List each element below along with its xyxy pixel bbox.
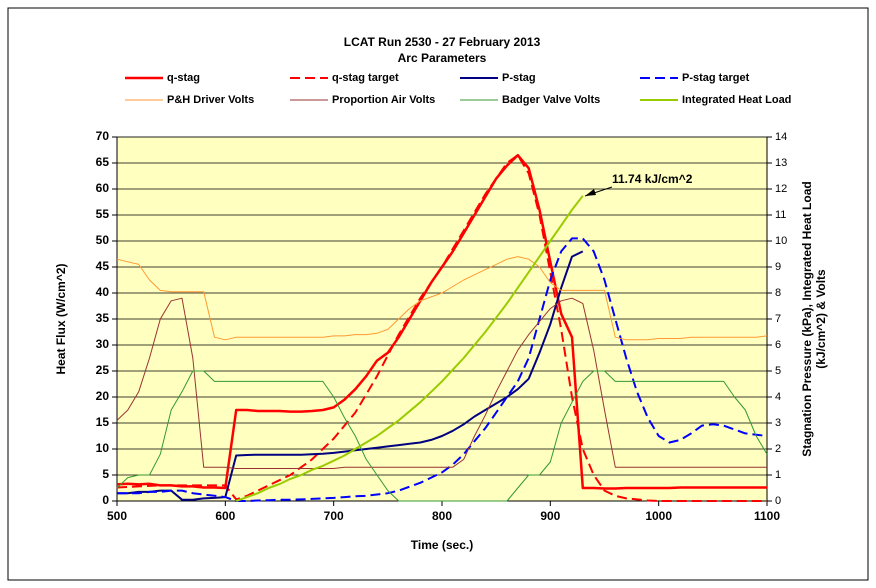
series-line — [116, 297, 767, 469]
y-tick-label: 20 — [96, 389, 110, 403]
x-tick-label: 600 — [215, 509, 235, 523]
y2-axis-label: (kJ/cm^2) & Volts — [814, 269, 828, 369]
legend-label: Integrated Heat Load — [682, 94, 791, 106]
y2-tick-label: 9 — [775, 261, 781, 273]
x-tick-label: 1100 — [754, 509, 780, 523]
legend-label: P&H Driver Volts — [167, 94, 254, 106]
y2-tick-label: 6 — [775, 339, 781, 351]
x-tick-label: 1000 — [645, 509, 672, 523]
x-tick-label: 900 — [540, 509, 560, 523]
y2-tick-label: 10 — [775, 235, 787, 247]
y-tick-label: 45 — [96, 259, 110, 273]
legend-label: q-stag — [167, 72, 200, 84]
y-tick-label: 5 — [102, 467, 109, 481]
x-tick-label: 700 — [324, 509, 344, 523]
series-line — [116, 154, 767, 502]
series-line — [117, 237, 768, 502]
chart-title: LCAT Run 2530 - 27 February 2013 — [344, 35, 541, 49]
y-tick-label: 60 — [96, 181, 110, 195]
legend-label: P-stag target — [682, 72, 750, 84]
y2-tick-label: 12 — [775, 183, 787, 195]
series-line — [116, 153, 767, 490]
y2-tick-label: 14 — [775, 131, 787, 143]
chart-subtitle: Arc Parameters — [398, 51, 487, 65]
y2-tick-label: 8 — [775, 287, 781, 299]
y2-tick-label: 7 — [775, 313, 781, 325]
x-axis-label: Time (sec.) — [411, 538, 473, 552]
y-tick-label: 35 — [96, 311, 110, 325]
y-tick-label: 15 — [96, 415, 110, 429]
y-tick-label: 25 — [96, 363, 110, 377]
series-line — [116, 370, 768, 502]
y2-tick-label: 11 — [775, 209, 786, 221]
x-tick-label: 500 — [107, 509, 127, 523]
y2-axis-label: Stagnation Pressure (kPa), Integrated He… — [800, 181, 814, 456]
y2-tick-label: 0 — [775, 495, 781, 507]
legend-label: q-stag target — [332, 72, 399, 84]
y-tick-label: 55 — [96, 207, 110, 221]
series-line — [235, 195, 584, 502]
y-axis-label: Heat Flux (W/cm^2) — [54, 263, 68, 374]
arrow-head — [585, 189, 596, 196]
y-tick-label: 40 — [96, 285, 110, 299]
y2-tick-label: 3 — [775, 417, 781, 429]
series-line — [116, 256, 768, 341]
y2-tick-label: 5 — [775, 365, 781, 377]
y2-tick-label: 1 — [775, 469, 781, 481]
legend-label: Badger Valve Volts — [502, 94, 600, 106]
y-tick-label: 0 — [102, 493, 109, 507]
y2-tick-label: 4 — [775, 391, 781, 403]
legend-label: Proportion Air Volts — [332, 94, 435, 106]
y-tick-label: 50 — [96, 233, 110, 247]
x-tick-label: 800 — [432, 509, 452, 523]
y-tick-label: 10 — [96, 441, 110, 455]
y-tick-label: 65 — [96, 155, 110, 169]
y-tick-label: 70 — [96, 129, 110, 143]
y2-tick-label: 2 — [775, 443, 781, 455]
y-tick-label: 30 — [96, 337, 110, 351]
y2-tick-label: 13 — [775, 157, 787, 169]
annotation: 11.74 kJ/cm^2 — [612, 172, 693, 186]
legend-label: P-stag — [502, 72, 536, 84]
